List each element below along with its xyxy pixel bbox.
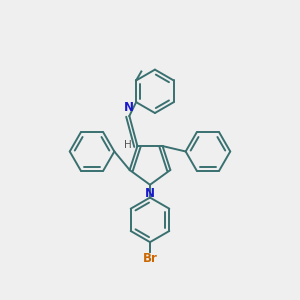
Text: Br: Br xyxy=(142,252,158,265)
Text: N: N xyxy=(145,187,155,200)
Text: N: N xyxy=(124,100,134,113)
Text: H: H xyxy=(124,140,132,150)
